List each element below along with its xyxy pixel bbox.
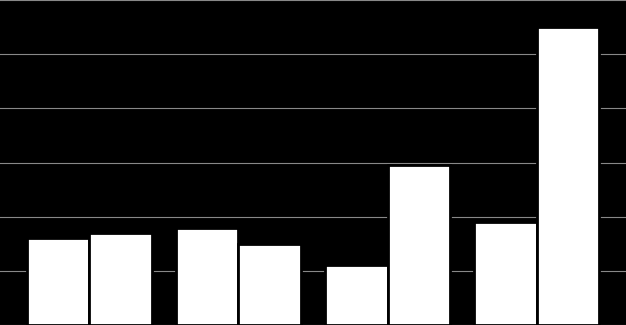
- Bar: [325, 266, 387, 325]
- Bar: [536, 27, 599, 325]
- Bar: [239, 244, 301, 325]
- Bar: [387, 165, 450, 325]
- Bar: [27, 238, 90, 325]
- Bar: [474, 222, 536, 325]
- Bar: [90, 233, 152, 325]
- Bar: [176, 227, 239, 325]
